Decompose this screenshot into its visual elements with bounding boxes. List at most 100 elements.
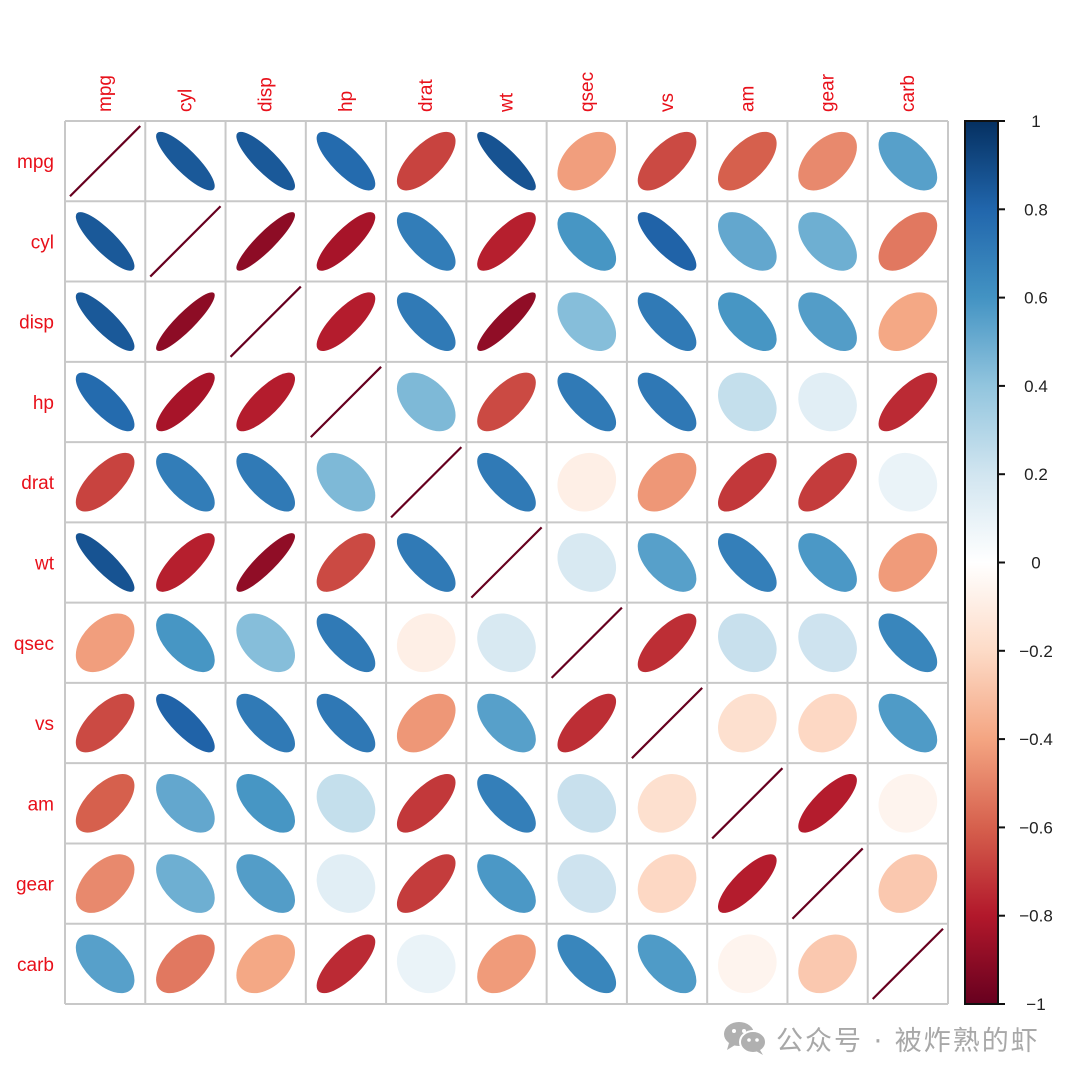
correlation-ellipse [798, 372, 857, 432]
correlation-ellipse [396, 613, 456, 673]
correlation-ellipse [156, 693, 215, 753]
correlation-ellipse [477, 292, 536, 351]
correlation-ellipse [396, 934, 456, 994]
correlation-ellipse [236, 854, 295, 913]
correlation-ellipse [316, 693, 376, 753]
correlation-ellipse [156, 854, 215, 913]
correlation-ellipse [718, 934, 777, 994]
correlation-ellipse [396, 693, 456, 753]
correlation-ellipse [75, 533, 135, 592]
correlation-ellipse [477, 693, 536, 753]
correlation-ellipse [637, 613, 697, 673]
correlation-ellipse [637, 292, 697, 351]
correlation-ellipse [878, 613, 938, 673]
column-label: qsec [577, 72, 598, 112]
correlation-ellipse [236, 693, 295, 753]
correlation-ellipse [637, 212, 697, 271]
row-label: vs [35, 714, 54, 735]
correlation-ellipse [718, 533, 777, 592]
colorbar-tick-label: −0.8 [1019, 907, 1053, 926]
correlation-ellipse [557, 854, 617, 913]
column-label: gear [818, 73, 839, 112]
correlation-ellipse [557, 131, 617, 191]
correlation-ellipse [156, 613, 215, 673]
diagonal-line [631, 687, 703, 759]
correlation-ellipse [316, 934, 376, 994]
correlation-ellipse [557, 292, 617, 351]
correlation-ellipse [396, 533, 456, 592]
correlation-ellipse [236, 372, 295, 432]
correlation-ellipse [316, 292, 376, 351]
row-label: wt [34, 554, 55, 575]
correlation-ellipse [557, 533, 617, 592]
correlation-ellipse [236, 212, 295, 271]
correlation-ellipse [878, 372, 938, 432]
correlation-ellipse [637, 131, 697, 191]
correlation-ellipse [156, 934, 215, 994]
correlation-ellipse [75, 292, 135, 351]
correlation-ellipse [878, 774, 938, 833]
colorbar-tick-label: 1 [1031, 112, 1040, 131]
colorbar-tick-label: 0.8 [1024, 200, 1048, 219]
correlation-ellipse [316, 533, 376, 592]
diagonal-line [310, 366, 382, 438]
correlation-ellipse [316, 131, 376, 191]
correlation-ellipse [718, 693, 777, 753]
correlation-ellipse [236, 452, 295, 512]
correlation-ellipse [236, 533, 295, 592]
correlation-ellipse [878, 854, 938, 913]
correlation-ellipse [477, 452, 536, 512]
correlation-ellipse [316, 613, 376, 673]
row-label: gear [16, 875, 55, 896]
column-label: carb [898, 75, 919, 112]
correlation-ellipse [477, 774, 536, 833]
correlation-ellipse [637, 934, 697, 994]
correlation-ellipse [156, 452, 215, 512]
correlation-ellipse [637, 774, 697, 833]
correlation-ellipse [798, 212, 857, 271]
correlation-ellipse [156, 774, 215, 833]
correlation-ellipse [718, 292, 777, 351]
correlation-ellipse [718, 613, 777, 673]
diagonal-line [871, 927, 944, 1000]
correlation-ellipse [557, 372, 617, 432]
diagonal-line [229, 285, 302, 358]
correlation-ellipse [75, 934, 135, 994]
correlation-ellipse [878, 292, 938, 351]
correlation-ellipse [477, 854, 536, 913]
watermark-text: 公众号 · 被炸熟的虾 [776, 1025, 1040, 1057]
column-label: vs [657, 93, 678, 112]
correlation-ellipse [798, 131, 857, 191]
correlation-ellipse [557, 774, 617, 833]
colorbar-tick-label: −0.4 [1019, 730, 1053, 749]
row-label: hp [33, 393, 54, 414]
correlation-ellipse [316, 854, 376, 913]
correlation-ellipse [477, 934, 536, 994]
diagonal-line [711, 767, 784, 840]
row-label: carb [17, 955, 54, 976]
correlation-ellipse [878, 131, 938, 191]
correlation-ellipse [477, 613, 536, 673]
column-label: am [737, 86, 758, 112]
correlation-ellipse [798, 613, 857, 673]
correlation-ellipse [396, 212, 456, 271]
correlation-ellipse [156, 372, 215, 432]
correlation-ellipse [75, 774, 135, 833]
correlation-ellipse [75, 212, 135, 271]
correlation-ellipse [637, 452, 697, 512]
colorbar-tick-label: −1 [1026, 995, 1045, 1014]
correlation-ellipse [396, 372, 456, 432]
color-legend: 1 0.8 0.6 0.4 0.2 0 −0.2 −0.4 −0.6 −0.8 −1 [964, 112, 1053, 1014]
correlation-ellipse [316, 774, 376, 833]
correlation-ellipse [878, 693, 938, 753]
column-label: wt [497, 92, 518, 113]
correlation-ellipse [878, 212, 938, 271]
correlation-ellipse [396, 774, 456, 833]
correlation-ellipse [396, 131, 456, 191]
row-label: qsec [14, 634, 54, 655]
correlation-ellipse [477, 372, 536, 432]
correlation-ellipse [718, 131, 777, 191]
grid-lines [64, 120, 949, 1005]
row-label: disp [19, 313, 54, 334]
